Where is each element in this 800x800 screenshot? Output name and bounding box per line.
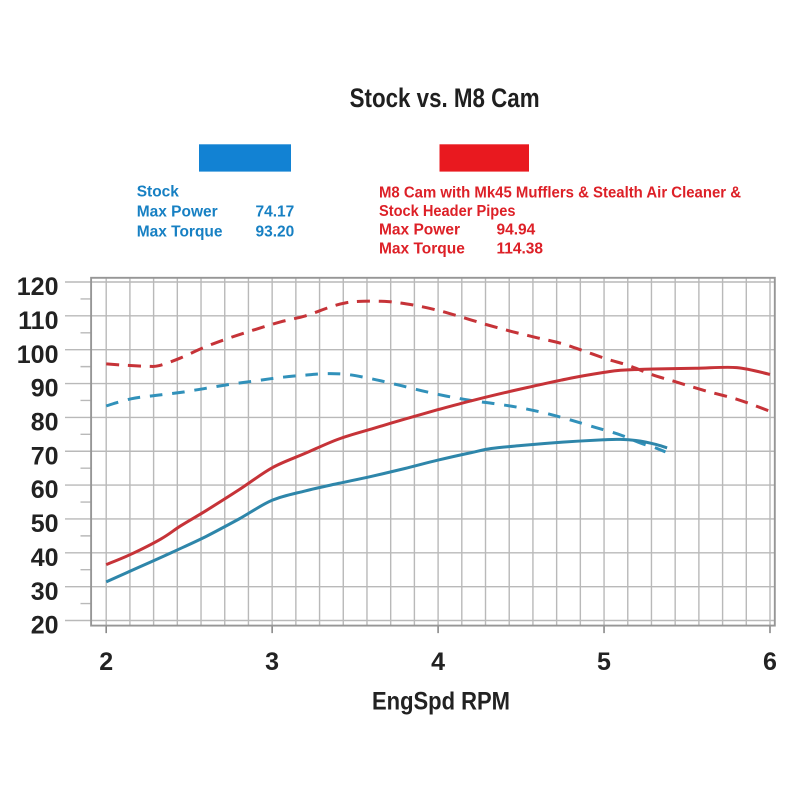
svg-text:60: 60 xyxy=(31,476,59,504)
svg-text:Max Power: Max Power xyxy=(379,222,460,239)
svg-text:Max Power: Max Power xyxy=(137,203,218,220)
svg-text:114.38: 114.38 xyxy=(497,240,544,257)
svg-text:80: 80 xyxy=(31,409,59,437)
svg-text:6: 6 xyxy=(763,648,777,676)
svg-text:Max Torque: Max Torque xyxy=(137,223,223,240)
svg-text:90: 90 xyxy=(31,375,59,403)
svg-text:Stock vs. M8 Cam: Stock vs. M8 Cam xyxy=(350,83,540,113)
svg-text:40: 40 xyxy=(31,544,59,572)
svg-text:94.94: 94.94 xyxy=(497,222,536,239)
svg-text:2: 2 xyxy=(99,648,113,676)
svg-text:20: 20 xyxy=(31,612,59,640)
svg-text:100: 100 xyxy=(17,341,59,369)
svg-text:70: 70 xyxy=(31,442,59,470)
svg-text:M8 Cam with Mk45 Mufflers & St: M8 Cam with Mk45 Mufflers & Stealth Air … xyxy=(379,185,741,202)
svg-text:120: 120 xyxy=(17,273,59,301)
svg-text:110: 110 xyxy=(18,307,58,335)
svg-text:74.17: 74.17 xyxy=(256,203,295,220)
svg-text:Max Torque: Max Torque xyxy=(379,240,465,257)
svg-text:Stock: Stock xyxy=(137,184,180,201)
svg-text:3: 3 xyxy=(265,648,279,676)
svg-text:93.20: 93.20 xyxy=(256,223,295,240)
svg-text:Stock Header Pipes: Stock Header Pipes xyxy=(379,203,516,220)
svg-text:4: 4 xyxy=(431,648,445,676)
svg-text:5: 5 xyxy=(597,648,611,676)
svg-text:50: 50 xyxy=(31,510,59,538)
svg-text:EngSpd RPM: EngSpd RPM xyxy=(372,688,510,716)
svg-text:30: 30 xyxy=(31,578,59,606)
